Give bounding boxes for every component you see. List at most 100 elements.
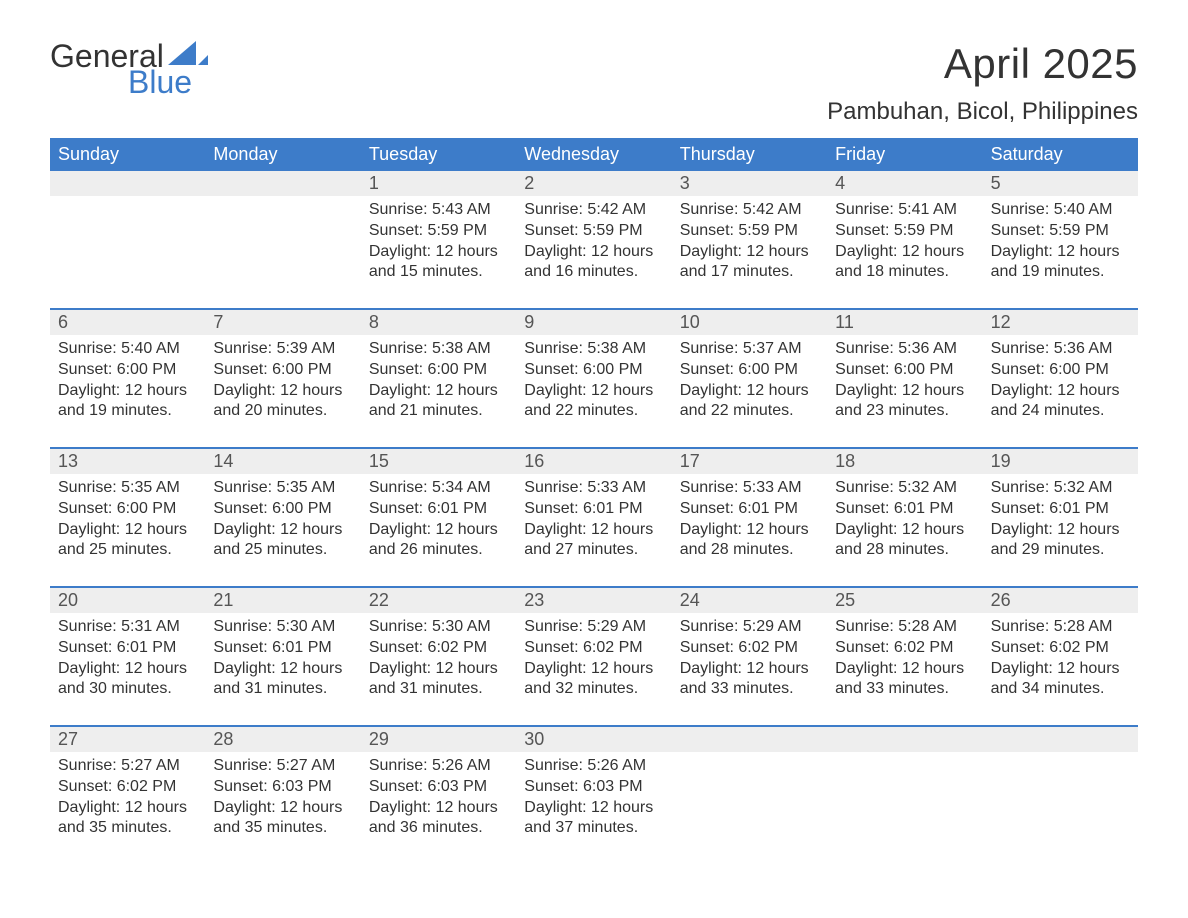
- day-number: 16: [516, 449, 671, 474]
- day-number: 21: [205, 588, 360, 613]
- sunrise-line: Sunrise: 5:42 AM: [524, 200, 663, 221]
- daylight-line: Daylight: 12 hours and 37 minutes.: [524, 798, 663, 840]
- daylight-line: Daylight: 12 hours and 21 minutes.: [369, 381, 508, 423]
- week-row: 20212223242526 Sunrise: 5:31 AM Sunset: 6:…: [50, 586, 1138, 703]
- sunset-line: Sunset: 6:03 PM: [524, 777, 663, 798]
- day-number: [827, 727, 982, 752]
- sunset-line: Sunset: 6:00 PM: [835, 360, 974, 381]
- sunrise-line: Sunrise: 5:35 AM: [58, 478, 197, 499]
- day-number: 26: [983, 588, 1138, 613]
- sunset-line: Sunset: 6:02 PM: [680, 638, 819, 659]
- sunset-line: Sunset: 6:00 PM: [524, 360, 663, 381]
- week-row: 6789101112Sunrise: 5:40 AMSunset: 6:00 P…: [50, 308, 1138, 425]
- title-block: April 2025 Pambuhan, Bicol, Philippines: [827, 40, 1138, 126]
- daylight-line: Daylight: 12 hours and 24 minutes.: [991, 381, 1130, 423]
- sunset-line: Sunset: 6:01 PM: [524, 499, 663, 520]
- daylight-line: Daylight: 12 hours and 33 minutes.: [835, 659, 974, 701]
- daylight-line: Daylight: 12 hours and 26 minutes.: [369, 520, 508, 562]
- sunset-line: Sunset: 6:00 PM: [369, 360, 508, 381]
- daynum-strip: 20212223242526: [50, 588, 1138, 613]
- sunrise-line: Sunrise: 5:27 AM: [213, 756, 352, 777]
- day-number: 10: [672, 310, 827, 335]
- sunrise-line: Sunrise: 5:32 AM: [835, 478, 974, 499]
- day-number: 3: [672, 171, 827, 196]
- daylight-line: Daylight: 12 hours and 27 minutes.: [524, 520, 663, 562]
- daylight-line: Daylight: 12 hours and 30 minutes.: [58, 659, 197, 701]
- calendar: SundayMondayTuesdayWednesdayThursdayFrid…: [50, 138, 1138, 842]
- dow-cell: Friday: [827, 138, 982, 171]
- sunrise-line: Sunrise: 5:38 AM: [369, 339, 508, 360]
- day-cell: Sunrise: 5:29 AMSunset: 6:02 PMDaylight:…: [672, 613, 827, 703]
- day-cell: Sunrise: 5:41 AMSunset: 5:59 PMDaylight:…: [827, 196, 982, 286]
- dow-cell: Thursday: [672, 138, 827, 171]
- sunrise-line: Sunrise: 5:30 AM: [213, 617, 352, 638]
- daylight-line: Daylight: 12 hours and 19 minutes.: [991, 242, 1130, 284]
- sunset-line: Sunset: 5:59 PM: [991, 221, 1130, 242]
- daylight-line: Daylight: 12 hours and 25 minutes.: [58, 520, 197, 562]
- daynum-strip: 6789101112: [50, 310, 1138, 335]
- daylight-line: Daylight: 12 hours and 31 minutes.: [369, 659, 508, 701]
- daylight-line: Daylight: 12 hours and 33 minutes.: [680, 659, 819, 701]
- sunrise-line: Sunrise: 5:32 AM: [991, 478, 1130, 499]
- daynum-strip: 27282930: [50, 727, 1138, 752]
- sunrise-line: Sunrise: 5:31 AM: [58, 617, 197, 638]
- daylight-line: Daylight: 12 hours and 18 minutes.: [835, 242, 974, 284]
- sunrise-line: Sunrise: 5:26 AM: [369, 756, 508, 777]
- daylight-line: Daylight: 12 hours and 25 minutes.: [213, 520, 352, 562]
- sunrise-line: Sunrise: 5:28 AM: [991, 617, 1130, 638]
- daylight-line: Daylight: 12 hours and 35 minutes.: [58, 798, 197, 840]
- sunset-line: Sunset: 5:59 PM: [680, 221, 819, 242]
- sunrise-line: Sunrise: 5:40 AM: [58, 339, 197, 360]
- sunrise-line: Sunrise: 5:34 AM: [369, 478, 508, 499]
- day-cell: [50, 196, 205, 286]
- daynum-strip: 13141516171819: [50, 449, 1138, 474]
- daylight-line: Daylight: 12 hours and 32 minutes.: [524, 659, 663, 701]
- day-number: 25: [827, 588, 982, 613]
- sunrise-line: Sunrise: 5:36 AM: [835, 339, 974, 360]
- day-cell: Sunrise: 5:30 AMSunset: 6:02 PMDaylight:…: [361, 613, 516, 703]
- daylight-line: Daylight: 12 hours and 17 minutes.: [680, 242, 819, 284]
- sunset-line: Sunset: 6:00 PM: [58, 360, 197, 381]
- day-number: 9: [516, 310, 671, 335]
- day-number: 6: [50, 310, 205, 335]
- sunset-line: Sunset: 6:00 PM: [58, 499, 197, 520]
- day-number: 23: [516, 588, 671, 613]
- sunset-line: Sunset: 6:00 PM: [213, 360, 352, 381]
- day-cell: Sunrise: 5:28 AMSunset: 6:02 PMDaylight:…: [827, 613, 982, 703]
- sunset-line: Sunset: 6:02 PM: [524, 638, 663, 659]
- day-cell: [205, 196, 360, 286]
- daylight-line: Daylight: 12 hours and 35 minutes.: [213, 798, 352, 840]
- dow-cell: Wednesday: [516, 138, 671, 171]
- day-cell: Sunrise: 5:32 AMSunset: 6:01 PMDaylight:…: [983, 474, 1138, 564]
- day-number: 1: [361, 171, 516, 196]
- day-number: 4: [827, 171, 982, 196]
- sunset-line: Sunset: 6:00 PM: [213, 499, 352, 520]
- day-cell: Sunrise: 5:35 AMSunset: 6:00 PMDaylight:…: [50, 474, 205, 564]
- sunrise-line: Sunrise: 5:39 AM: [213, 339, 352, 360]
- day-number: 11: [827, 310, 982, 335]
- sunrise-line: Sunrise: 5:29 AM: [524, 617, 663, 638]
- weeks-container: 1 23 45 Sunrise: 5:43 AMSunset: 5:59 PMDayl…: [50, 171, 1138, 842]
- day-number: 15: [361, 449, 516, 474]
- day-cell: Sunrise: 5:43 AMSunset: 5:59 PMDaylight:…: [361, 196, 516, 286]
- logo-word-blue: Blue: [128, 66, 208, 98]
- day-number: [50, 171, 205, 196]
- day-number: 5: [983, 171, 1138, 196]
- sunset-line: Sunset: 6:01 PM: [835, 499, 974, 520]
- day-number: 14: [205, 449, 360, 474]
- location-text: Pambuhan, Bicol, Philippines: [827, 98, 1138, 126]
- day-number: 29: [361, 727, 516, 752]
- day-cell: Sunrise: 5:29 AMSunset: 6:02 PMDaylight:…: [516, 613, 671, 703]
- sunrise-line: Sunrise: 5:41 AM: [835, 200, 974, 221]
- daylight-line: Daylight: 12 hours and 28 minutes.: [835, 520, 974, 562]
- day-cell: Sunrise: 5:40 AMSunset: 5:59 PMDaylight:…: [983, 196, 1138, 286]
- sunset-line: Sunset: 6:01 PM: [369, 499, 508, 520]
- day-cell: [672, 752, 827, 842]
- day-number: 24: [672, 588, 827, 613]
- day-number: 19: [983, 449, 1138, 474]
- day-number: 30: [516, 727, 671, 752]
- sunset-line: Sunset: 5:59 PM: [524, 221, 663, 242]
- dow-cell: Tuesday: [361, 138, 516, 171]
- sunset-line: Sunset: 6:00 PM: [680, 360, 819, 381]
- day-cell: Sunrise: 5:26 AMSunset: 6:03 PMDaylight:…: [361, 752, 516, 842]
